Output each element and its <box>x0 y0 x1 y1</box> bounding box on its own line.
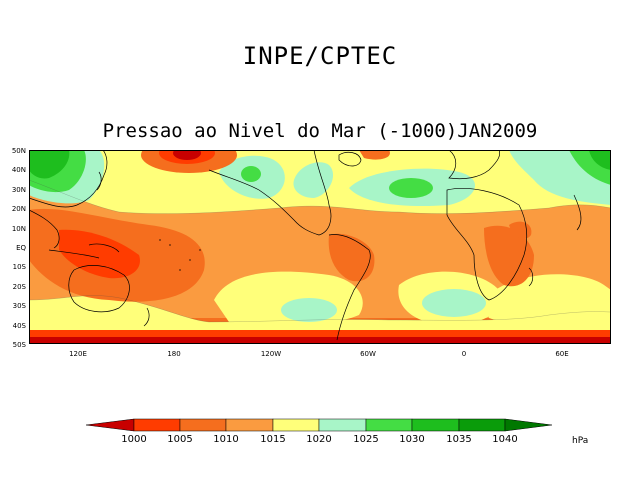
colorbar-seg-1015-1020 <box>272 418 320 432</box>
lat-label-10s: 10S <box>12 263 26 271</box>
southern-low-belt-core <box>29 337 611 344</box>
coast-africa <box>446 188 528 301</box>
coast-pacific-islands <box>159 239 201 271</box>
colorbar-label-1025: 1025 <box>353 434 379 445</box>
colorbar-seg-1020-1025 <box>318 418 367 432</box>
lat-label-50n: 50N <box>11 147 26 155</box>
lat-label-40s: 40S <box>12 322 26 330</box>
lon-label-0: 0 <box>461 350 467 358</box>
contour-lines <box>29 179 611 323</box>
north-america-high <box>293 162 334 198</box>
lat-label-10n: 10N <box>11 225 26 233</box>
coast-greenland <box>338 151 362 167</box>
colorbar-label-1015: 1015 <box>260 434 286 445</box>
lon-label-180: 180 <box>167 350 181 358</box>
colorbar-seg-1000-1005 <box>133 418 181 432</box>
colorbar-seg-1025-1030 <box>365 418 413 432</box>
lat-label-50s: 50S <box>12 341 26 349</box>
coastlines <box>29 150 582 341</box>
coast-se-asia <box>29 209 60 249</box>
colorbar-seg-1005-1010 <box>179 418 227 432</box>
coast-australia <box>68 265 130 313</box>
siberian-high-peak <box>589 150 611 170</box>
colorbar-seg-1010-1015 <box>225 418 274 432</box>
colorbar-units: hPa <box>572 436 589 446</box>
maritime-continent-low <box>59 229 140 279</box>
colorbar-label-1020: 1020 <box>306 434 332 445</box>
aleutian-low-core <box>173 150 201 160</box>
organization-title: INPE/CPTEC <box>242 42 398 70</box>
colorbar-label-1040: 1040 <box>492 434 518 445</box>
african-low <box>484 225 534 287</box>
icelandic-low <box>359 150 390 160</box>
arabian-low <box>509 221 532 239</box>
colorbar-seg-1030-1035 <box>411 418 460 432</box>
lon-label-60w: 60W <box>360 350 376 358</box>
colorbar-min-arrow <box>86 418 135 432</box>
south-pacific-high-core <box>281 298 337 322</box>
asian-high-peak <box>29 150 70 179</box>
contour-south <box>29 295 611 323</box>
lon-label-120w: 120W <box>260 350 282 358</box>
north-pacific-high-core <box>241 166 261 182</box>
coast-indonesia <box>48 243 120 259</box>
map-frame <box>29 150 611 344</box>
coast-north-america <box>208 150 332 236</box>
lat-label-20s: 20S <box>12 283 26 291</box>
coast-asia <box>29 150 108 208</box>
south-atlantic-high-core <box>422 289 486 317</box>
colorbar-max-arrow <box>504 418 553 432</box>
lat-label-eq: EQ <box>16 244 26 252</box>
coast-india <box>573 194 582 231</box>
lat-label-30n: 30N <box>11 186 26 194</box>
coast-south-america <box>328 234 371 341</box>
lat-label-20n: 20N <box>11 205 26 213</box>
pressure-map <box>29 150 611 344</box>
lon-label-120e: 120E <box>69 350 87 358</box>
colorbar-seg-1035-1040 <box>458 418 506 432</box>
colorbar-label-1030: 1030 <box>399 434 425 445</box>
lat-label-40n: 40N <box>11 166 26 174</box>
colorbar-label-1035: 1035 <box>446 434 472 445</box>
coast-madagascar <box>528 267 534 287</box>
coast-new-zealand <box>143 307 150 327</box>
lon-label-60e: 60E <box>555 350 569 358</box>
colorbar-label-1000: 1000 <box>121 434 147 445</box>
lat-label-30s: 30S <box>12 302 26 310</box>
colorbar-label-1010: 1010 <box>213 434 239 445</box>
coast-europe <box>448 150 501 180</box>
map-title: Pressao ao Nivel do Mar (-1000)JAN2009 <box>102 120 538 142</box>
azores-high-core <box>389 178 433 198</box>
coast-japan <box>96 171 102 191</box>
contour-north <box>29 179 611 214</box>
colorbar <box>86 418 553 432</box>
colorbar-label-1005: 1005 <box>167 434 193 445</box>
